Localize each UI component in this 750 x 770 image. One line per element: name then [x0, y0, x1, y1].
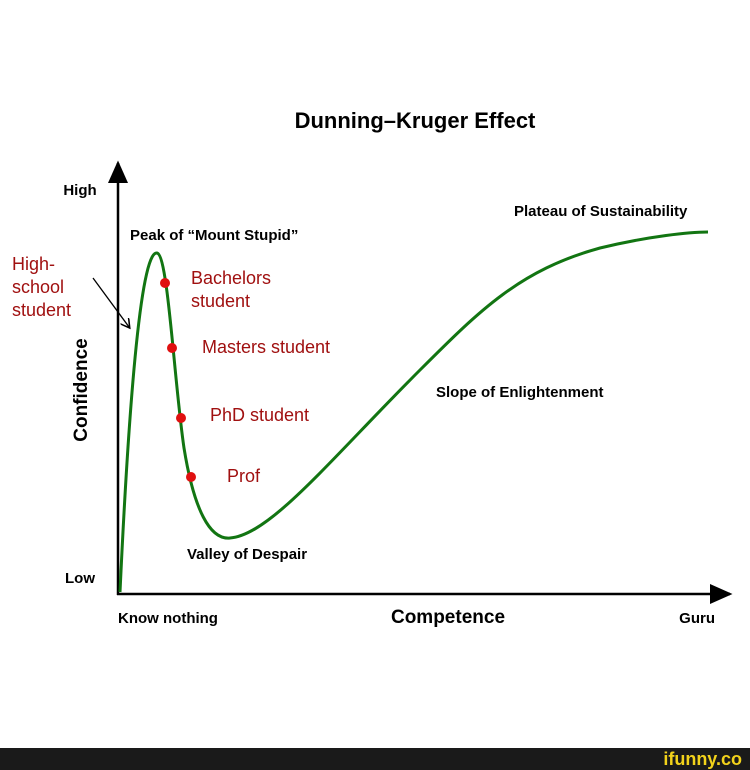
x-start: Know nothing [118, 610, 218, 627]
point [167, 343, 177, 353]
y-axis-label: Confidence [71, 338, 92, 441]
point-label: Prof [227, 466, 261, 486]
footer-bar [0, 748, 750, 770]
watermark: ifunny.co [663, 749, 742, 769]
x-axis-label: Competence [391, 607, 505, 628]
annotation: student [12, 300, 71, 320]
region-label: Valley of Despair [187, 546, 307, 563]
x-end: Guru [679, 610, 715, 627]
annotation: school [12, 277, 64, 297]
point-label: Bachelors [191, 268, 271, 288]
curve [118, 230, 709, 593]
point-label: Masters student [202, 337, 330, 357]
y-high: High [63, 182, 96, 199]
region-label: Slope of Enlightenment [436, 384, 604, 401]
point-label: student [191, 291, 250, 311]
region-label: Peak of “Mount Stupid” [130, 227, 298, 244]
title: Dunning–Kruger Effect [295, 108, 536, 133]
y-low: Low [65, 570, 95, 587]
point [160, 278, 170, 288]
annotation: High- [12, 254, 55, 274]
point-label: PhD student [210, 405, 309, 425]
point [186, 472, 196, 482]
point [176, 413, 186, 423]
region-label: Plateau of Sustainability [514, 203, 688, 220]
annotation-arrow [92, 277, 129, 327]
